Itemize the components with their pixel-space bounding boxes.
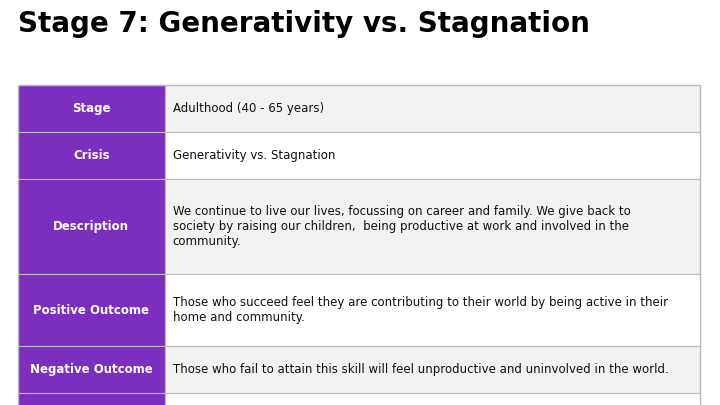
Bar — [165, 274, 700, 346]
Bar — [165, 132, 700, 179]
Text: Stage 7: Generativity vs. Stagnation: Stage 7: Generativity vs. Stagnation — [18, 10, 590, 38]
Bar — [165, 346, 700, 393]
Bar — [18, 346, 165, 393]
Bar — [165, 393, 700, 405]
Bar — [18, 85, 700, 405]
Bar — [18, 132, 165, 179]
Bar — [18, 85, 165, 132]
Text: Crisis: Crisis — [73, 149, 109, 162]
Bar — [18, 179, 165, 274]
Text: We continue to live our lives, focussing on career and family. We give back to
s: We continue to live our lives, focussing… — [173, 205, 631, 248]
Bar — [165, 85, 700, 132]
Text: Adulthood (40 - 65 years): Adulthood (40 - 65 years) — [173, 102, 324, 115]
Bar — [165, 179, 700, 274]
Text: Stage: Stage — [72, 102, 111, 115]
Text: Those who succeed feel they are contributing to their world by being active in t: Those who succeed feel they are contribu… — [173, 296, 667, 324]
Bar — [18, 393, 165, 405]
Text: Positive Outcome: Positive Outcome — [33, 303, 149, 316]
Text: Those who fail to attain this skill will feel unproductive and uninvolved in the: Those who fail to attain this skill will… — [173, 363, 668, 376]
Bar — [18, 274, 165, 346]
Text: Generativity vs. Stagnation: Generativity vs. Stagnation — [173, 149, 335, 162]
Text: Description: Description — [53, 220, 130, 233]
Text: Negative Outcome: Negative Outcome — [30, 363, 153, 376]
